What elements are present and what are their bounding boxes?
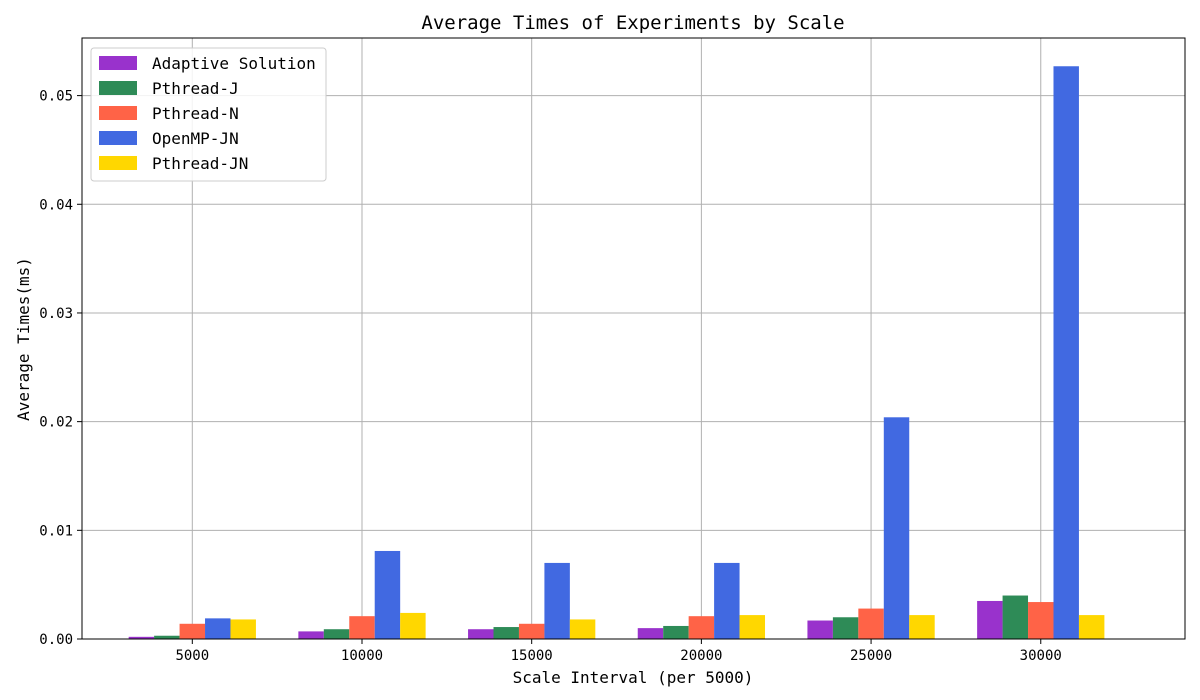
bar — [323, 629, 350, 639]
bar — [349, 616, 375, 639]
bar — [637, 628, 664, 639]
y-tick-label: 0.01 — [39, 523, 73, 539]
bar — [883, 417, 910, 639]
legend-swatch — [99, 56, 137, 70]
y-tick-label: 0.04 — [39, 197, 73, 213]
legend-label: Pthread-J — [152, 79, 239, 98]
legend: Adaptive Solution Pthread-J Pthread-N OpenM… — [90, 47, 327, 182]
legend-label: Pthread-JN — [152, 154, 248, 173]
bar — [1002, 595, 1029, 639]
legend-swatch — [99, 131, 137, 145]
bar — [230, 619, 256, 639]
bar — [374, 550, 401, 639]
x-axis-label: Scale Interval (per 5000) — [513, 668, 754, 687]
legend-label: Adaptive Solution — [152, 54, 316, 73]
x-tick-label: 30000 — [1020, 648, 1062, 664]
bar — [688, 616, 715, 639]
x-axis-ticks: 5000 10000 15000 20000 25000 30000 — [175, 639, 1062, 664]
x-tick-label: 25000 — [850, 648, 892, 664]
bar — [909, 615, 935, 639]
legend-swatch — [99, 81, 137, 95]
bar — [1053, 66, 1079, 640]
bar — [977, 600, 1003, 639]
bar — [205, 618, 231, 639]
y-tick-label: 0.02 — [39, 415, 73, 431]
legend-box — [90, 47, 327, 182]
x-tick-label: 20000 — [680, 648, 722, 664]
bar — [298, 631, 324, 639]
bar — [1078, 615, 1105, 639]
legend-swatch — [99, 106, 137, 120]
bar — [807, 620, 833, 639]
x-tick-label: 15000 — [511, 648, 553, 664]
bar — [154, 635, 180, 639]
chart-title: Average Times of Experiments by Scale — [421, 12, 844, 34]
bar — [739, 615, 766, 639]
bar — [569, 619, 596, 639]
bars — [128, 66, 1105, 640]
bar — [544, 562, 570, 639]
bar — [663, 625, 689, 639]
bar — [179, 623, 206, 639]
y-axis-label: Average Times(ms) — [14, 257, 33, 421]
y-axis-ticks: 0.00 0.01 0.02 0.03 0.04 0.05 — [39, 89, 82, 648]
x-tick-label: 5000 — [175, 648, 209, 664]
plot-frame — [81, 37, 1186, 640]
legend-swatch — [99, 156, 137, 170]
legend-label: OpenMP-JN — [152, 129, 239, 148]
y-tick-label: 0.00 — [39, 632, 73, 648]
bar — [493, 627, 519, 639]
bar — [1028, 602, 1054, 639]
bar — [714, 562, 740, 639]
legend-label: Pthread-N — [152, 104, 239, 123]
x-tick-label: 10000 — [341, 648, 383, 664]
bar — [400, 612, 426, 639]
y-tick-label: 0.03 — [39, 306, 73, 322]
bar — [128, 636, 155, 639]
y-tick-label: 0.05 — [39, 89, 73, 105]
bar — [858, 608, 884, 639]
bar — [468, 629, 494, 639]
bar — [518, 623, 545, 639]
bar — [832, 617, 859, 639]
